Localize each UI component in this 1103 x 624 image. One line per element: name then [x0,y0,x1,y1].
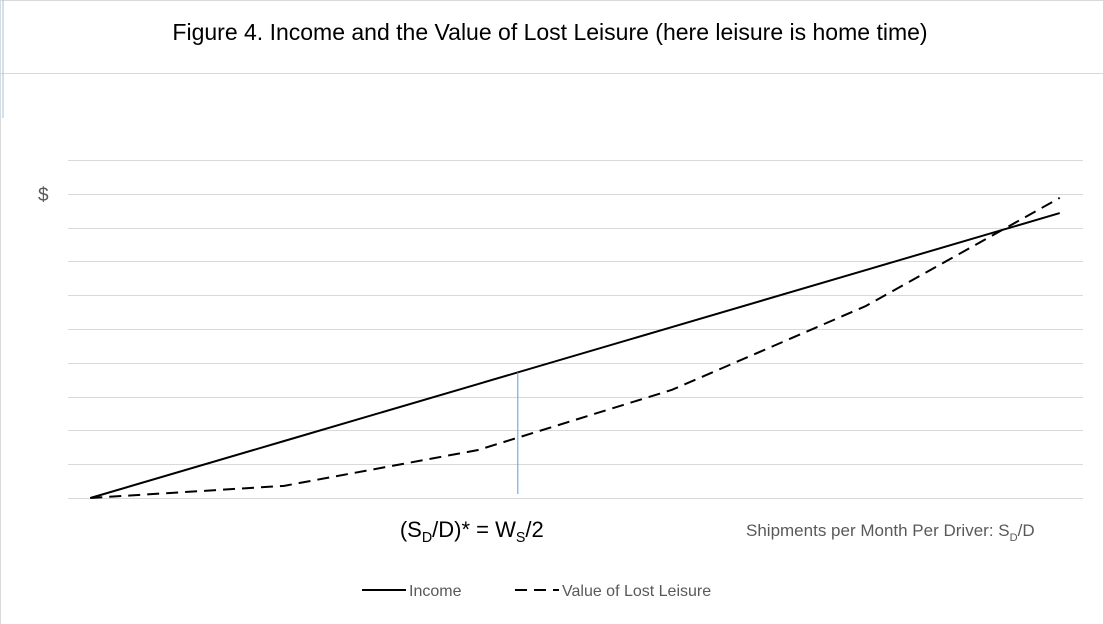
marker-label-part: /2 [525,517,543,542]
y-axis-label: $ [38,185,49,206]
marker-label: (SD/D)* = WS/2 [400,517,544,546]
x-axis-label-part: Shipments per Month Per Driver: S [746,521,1010,540]
series-line [90,196,1061,499]
marker-label-part: D [422,530,432,546]
legend-label: Income [409,583,462,600]
marker-label-part: /D)* = W [432,517,516,542]
x-axis-label-part: D [1010,532,1018,544]
legend-label: Value of Lost Leisure [562,583,711,600]
x-axis-label-part: /D [1018,521,1035,540]
marker-label-part: S [516,530,526,546]
series-line [90,212,1061,499]
chart-title: Figure 4. Income and the Value of Lost L… [172,19,927,45]
x-axis-label: Shipments per Month Per Driver: SD/D [746,521,1035,544]
marker-label-part: (S [400,517,422,542]
